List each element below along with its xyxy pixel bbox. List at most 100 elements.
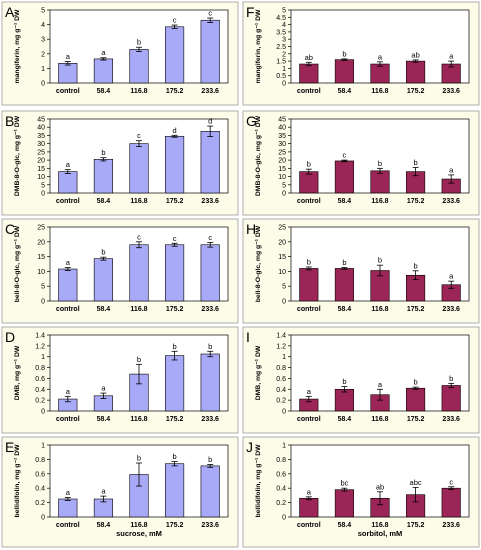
bar: [299, 171, 319, 194]
x-tick-label: 175.2: [407, 416, 425, 423]
significance-letter: c: [137, 131, 141, 140]
significance-letter: c: [173, 16, 177, 25]
y-tick-label: 0.8: [276, 457, 286, 464]
y-tick-label: 10: [278, 269, 286, 276]
x-tick-label: 233.6: [201, 198, 219, 205]
significance-letter: b: [414, 378, 418, 387]
y-axis-label: bell-8-O-glc, mg g⁻¹ DW: [255, 225, 262, 302]
significance-letter: b: [137, 38, 141, 47]
bar: [165, 463, 185, 518]
significance-letter: b: [378, 159, 382, 168]
panel-I: 0 0.2 0.4 0.6 0.8 1 1.2 1.4 DMB, mg g⁻¹ DW Ia cont…: [242, 326, 480, 434]
panel-letter: F: [246, 4, 255, 20]
bar: [334, 388, 354, 412]
y-tick-label: 45: [278, 117, 286, 124]
x-tick-label: 233.6: [442, 306, 460, 313]
y-axis-label: DMB-8-O-glc, mg g⁻¹ DW: [255, 115, 262, 196]
x-axis-label: sucrose, mM: [116, 529, 162, 538]
x-tick-label: control: [297, 198, 321, 205]
significance-letter: b: [208, 455, 212, 464]
panel-letter: E: [5, 439, 14, 455]
panel-letter: C: [5, 221, 15, 237]
y-tick-label: 0.8: [35, 457, 45, 464]
y-tick-label: 25: [37, 149, 45, 156]
x-tick-label: control: [297, 416, 321, 423]
x-tick-label: 58.4: [97, 416, 111, 423]
bar: [406, 60, 426, 84]
y-tick-label: 20: [278, 239, 286, 246]
x-axis-label: sorbitol, mM: [358, 529, 403, 538]
significance-letter: b: [173, 452, 177, 461]
x-tick-label: 116.8: [371, 306, 388, 313]
significance-letter: a: [101, 384, 106, 393]
y-tick-label: 10: [278, 174, 286, 181]
y-tick-label: 0: [282, 299, 286, 306]
panel-letter: G: [246, 113, 257, 129]
y-tick-label: 15: [278, 166, 286, 173]
significance-letter: a: [378, 380, 383, 389]
bar: [165, 26, 185, 84]
y-tick-label: 20: [278, 158, 286, 165]
y-tick-label: 15: [37, 254, 45, 261]
x-tick-label: 233.6: [201, 416, 219, 423]
y-tick-label: 2.5: [276, 44, 286, 51]
y-tick-label: 10: [37, 269, 45, 276]
y-tick-label: 0.2: [276, 398, 286, 405]
y-tick-label: 1.5: [276, 59, 286, 66]
significance-letter: bc: [340, 479, 348, 488]
y-tick-label: 20: [37, 239, 45, 246]
significance-letter: a: [378, 52, 383, 61]
y-tick-label: 0: [41, 81, 45, 88]
bar: [129, 244, 149, 302]
bar: [299, 63, 319, 84]
significance-letter: a: [66, 52, 71, 61]
significance-letter: ab: [376, 482, 384, 491]
bar: [441, 487, 461, 518]
y-tick-label: 25: [37, 225, 45, 232]
y-tick-label: 25: [278, 225, 286, 232]
significance-letter: c: [343, 151, 347, 160]
y-tick-label: 5: [41, 182, 45, 189]
significance-letter: b: [342, 49, 346, 58]
y-tick-label: 15: [37, 166, 45, 173]
bar: [200, 353, 220, 412]
y-tick-label: 0: [282, 409, 286, 416]
y-tick-label: 1.4: [276, 333, 286, 340]
x-tick-label: 233.6: [201, 522, 219, 529]
significance-letter: b: [173, 342, 177, 351]
bar: [406, 387, 426, 412]
significance-letter: c: [449, 477, 453, 486]
y-tick-label: 5: [282, 182, 286, 189]
y-tick-label: 2: [282, 51, 286, 58]
significance-letter: d: [173, 126, 177, 135]
significance-letter: b: [137, 454, 141, 463]
y-axis-label: mangiferin, mg g⁻¹ DW: [255, 9, 262, 83]
y-tick-label: 40: [278, 125, 286, 132]
y-tick-label: 0: [41, 191, 45, 198]
panel-letter: B: [5, 113, 14, 129]
y-tick-label: 45: [37, 117, 45, 124]
y-tick-label: 0: [282, 515, 286, 522]
x-tick-label: 116.8: [130, 306, 147, 313]
x-tick-label: 58.4: [97, 198, 111, 205]
x-tick-label: control: [56, 88, 80, 95]
x-tick-label: 233.6: [442, 416, 460, 423]
bar: [334, 160, 354, 194]
y-axis-label: mangiferin, mg g⁻¹ DW: [14, 9, 21, 83]
y-tick-label: 1.2: [276, 343, 286, 350]
significance-letter: a: [449, 52, 454, 61]
x-tick-label: 58.4: [338, 416, 352, 423]
bar: [334, 59, 354, 84]
x-tick-label: 116.8: [130, 522, 147, 529]
x-tick-label: control: [56, 198, 80, 205]
significance-letter: a: [307, 487, 312, 496]
x-tick-label: 58.4: [97, 306, 111, 313]
bar: [200, 19, 220, 84]
y-tick-label: 40: [37, 125, 45, 132]
bar: [129, 143, 149, 194]
